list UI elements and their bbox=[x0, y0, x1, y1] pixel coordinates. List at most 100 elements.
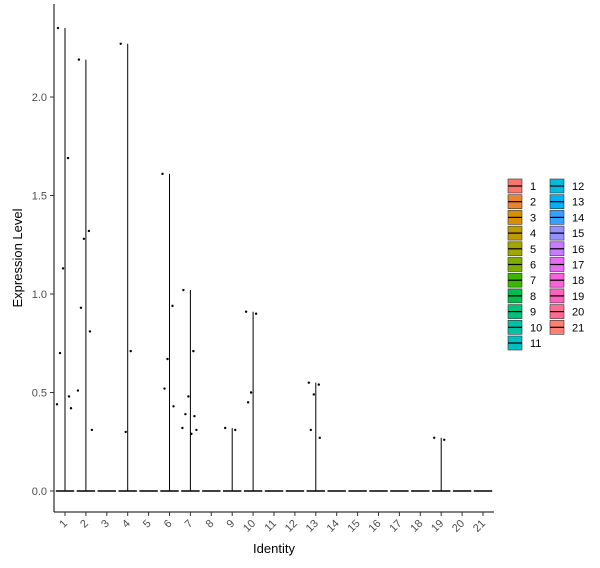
data-point bbox=[254, 312, 258, 315]
legend-item-8: 8 bbox=[507, 288, 536, 304]
legend-label: 10 bbox=[530, 322, 542, 334]
legend-label: 17 bbox=[572, 260, 584, 272]
x-tick-label: 18 bbox=[408, 518, 425, 535]
legend-item-16: 16 bbox=[549, 241, 584, 257]
legend-item-21: 21 bbox=[549, 319, 584, 335]
x-tick-label: 2 bbox=[78, 518, 91, 531]
data-point bbox=[82, 237, 86, 241]
data-point bbox=[79, 306, 83, 309]
data-point bbox=[67, 395, 71, 398]
legend-item-18: 18 bbox=[549, 272, 584, 288]
x-tick-label: 17 bbox=[387, 518, 404, 535]
data-point bbox=[56, 26, 60, 30]
x-tick-label: 7 bbox=[183, 518, 196, 531]
data-point bbox=[193, 414, 196, 418]
x-tick-label: 5 bbox=[141, 518, 154, 531]
legend-label: 13 bbox=[572, 197, 584, 209]
legend-item-10: 10 bbox=[507, 319, 542, 335]
plot-area bbox=[55, 26, 493, 492]
x-tick-label: 21 bbox=[471, 518, 488, 535]
data-point bbox=[124, 430, 127, 434]
legend-label: 7 bbox=[530, 275, 536, 287]
y-tick-label: 2.0 bbox=[32, 92, 47, 104]
data-point bbox=[66, 156, 70, 160]
x-tick-label: 11 bbox=[263, 518, 280, 535]
data-point bbox=[312, 393, 315, 396]
data-point bbox=[166, 357, 169, 361]
axes: 0.00.51.01.52.0 1 2 3 4 5 6 7 8 9 10 11 12 13 14 15 16 1… bbox=[32, 4, 494, 535]
data-point bbox=[171, 304, 174, 308]
x-tick-label: 3 bbox=[99, 518, 112, 531]
legend-label: 14 bbox=[572, 212, 584, 224]
legend-item-20: 20 bbox=[549, 304, 584, 319]
y-tick-label: 0.0 bbox=[32, 486, 47, 498]
data-point bbox=[187, 395, 190, 398]
legend-item-15: 15 bbox=[549, 225, 584, 241]
data-point bbox=[61, 267, 65, 270]
legend-label: 16 bbox=[572, 244, 584, 256]
data-point bbox=[88, 330, 92, 333]
y-ticks: 0.0 0.5 1.0 1.5 2.0 bbox=[32, 92, 54, 498]
legend-label: 21 bbox=[572, 322, 584, 334]
legend-label: 11 bbox=[530, 338, 541, 350]
data-point bbox=[77, 58, 81, 61]
legend-item-4: 4 bbox=[507, 225, 536, 241]
x-tick-label: 19 bbox=[429, 518, 446, 535]
data-point bbox=[317, 383, 320, 386]
data-point bbox=[182, 288, 185, 292]
legend-label: 4 bbox=[530, 228, 536, 240]
data-point bbox=[58, 351, 62, 355]
data-point bbox=[129, 349, 132, 353]
data-point bbox=[318, 436, 321, 440]
x-tick-label: 16 bbox=[366, 518, 383, 535]
data-point bbox=[249, 391, 253, 394]
data-point bbox=[184, 412, 187, 416]
legend-label: 19 bbox=[572, 291, 584, 303]
data-point bbox=[244, 310, 248, 313]
data-point bbox=[119, 42, 122, 46]
data-point bbox=[87, 229, 91, 233]
x-tick-label: 15 bbox=[346, 518, 363, 535]
legend-item-7: 7 bbox=[507, 272, 536, 288]
data-point bbox=[190, 432, 193, 436]
x-tick-label: 12 bbox=[283, 518, 300, 535]
legend-item-3: 3 bbox=[507, 210, 536, 225]
data-point bbox=[90, 428, 94, 432]
data-point bbox=[161, 172, 164, 176]
legend-label: 12 bbox=[572, 181, 584, 193]
data-point bbox=[163, 387, 166, 390]
legend-label: 2 bbox=[530, 197, 536, 209]
x-tick-label: 20 bbox=[450, 518, 467, 535]
legend-label: 6 bbox=[530, 260, 536, 272]
legend-label: 5 bbox=[530, 244, 536, 256]
x-tick-label: 10 bbox=[241, 518, 258, 535]
legend-item-12: 12 bbox=[549, 178, 584, 194]
y-axis-title: Expression Level bbox=[10, 208, 25, 307]
legend-label: 18 bbox=[572, 275, 584, 287]
legend-item-17: 17 bbox=[549, 257, 584, 272]
legend-item-13: 13 bbox=[549, 194, 584, 209]
x-tick-label: 8 bbox=[204, 518, 217, 531]
legend-item-19: 19 bbox=[549, 288, 584, 304]
x-tick-label: 1 bbox=[57, 518, 70, 531]
legend-item-6: 6 bbox=[507, 257, 536, 272]
legend-label: 3 bbox=[530, 212, 536, 224]
data-point bbox=[172, 405, 175, 408]
legend-item-9: 9 bbox=[507, 304, 536, 319]
data-point bbox=[307, 381, 310, 384]
data-point bbox=[433, 436, 436, 440]
data-point bbox=[69, 407, 73, 410]
data-point bbox=[309, 428, 312, 432]
legend-item-5: 5 bbox=[507, 241, 536, 257]
y-tick-label: 1.5 bbox=[32, 191, 47, 203]
legend-label: 9 bbox=[530, 307, 536, 319]
data-point bbox=[55, 403, 59, 406]
x-tick-label: 13 bbox=[304, 518, 321, 535]
data-point bbox=[195, 428, 198, 432]
x-axis-title: Identity bbox=[253, 541, 295, 556]
legend-label: 15 bbox=[572, 228, 584, 240]
data-point bbox=[246, 401, 250, 404]
legend-item-2: 2 bbox=[507, 194, 536, 209]
